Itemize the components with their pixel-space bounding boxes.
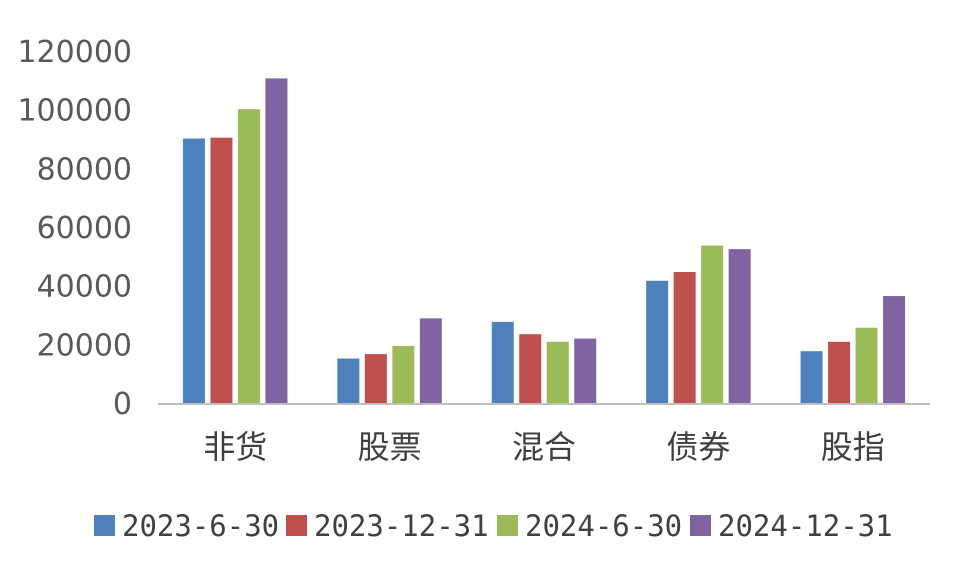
- bar: [237, 109, 260, 404]
- bar: [574, 338, 597, 404]
- x-category-label: 股指: [821, 428, 885, 466]
- legend-label: 2024-6-30: [525, 509, 682, 543]
- bar: [883, 296, 906, 404]
- x-category-label: 非货: [203, 428, 267, 466]
- x-category-label: 股票: [358, 428, 422, 466]
- bar: [855, 327, 878, 404]
- y-tick-label: 100000: [17, 94, 132, 129]
- y-tick-label: 0: [113, 387, 132, 422]
- y-tick-label: 120000: [17, 35, 132, 70]
- legend-swatch: [690, 515, 711, 536]
- legend: 2023-6-30 2023-12-31 2024-6-30 2024-12-31: [94, 509, 893, 543]
- bar: [337, 358, 360, 404]
- bar: [419, 318, 442, 404]
- legend-label: 2024-12-31: [718, 509, 893, 543]
- y-tick-label: 80000: [37, 152, 132, 187]
- legend-swatch: [286, 515, 307, 536]
- bar: [265, 78, 288, 405]
- bar: [728, 249, 751, 404]
- bar: [491, 321, 514, 404]
- x-axis-labels: 非货 股票 混合 债券 股指: [203, 428, 885, 466]
- legend-label: 2023-12-31: [314, 509, 489, 543]
- bar: [646, 280, 669, 404]
- bar: [210, 137, 233, 405]
- bar: [364, 354, 387, 404]
- legend-swatch: [94, 515, 115, 536]
- x-category-label: 债券: [666, 428, 730, 466]
- y-tick-label: 20000: [37, 328, 132, 363]
- bar: [701, 245, 724, 404]
- bar: [392, 345, 415, 404]
- y-tick-label: 40000: [37, 270, 132, 305]
- bars: [182, 78, 906, 405]
- bar: [673, 272, 696, 404]
- y-axis-ticks: 0 20000 40000 60000 80000 100000 120000: [17, 35, 132, 422]
- bar: [519, 334, 542, 404]
- bar: [182, 138, 205, 405]
- bar: [546, 341, 569, 404]
- x-category-label: 混合: [512, 428, 576, 466]
- legend-label: 2023-6-30: [122, 509, 279, 543]
- legend-swatch: [497, 515, 518, 536]
- y-tick-label: 60000: [37, 211, 132, 246]
- bar: [828, 341, 851, 404]
- bar: [800, 351, 823, 404]
